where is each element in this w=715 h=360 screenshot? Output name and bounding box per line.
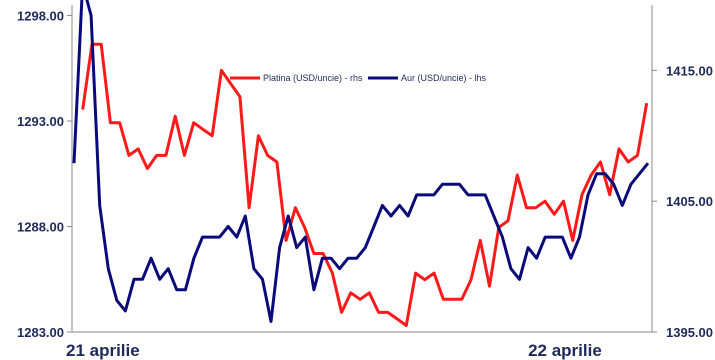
x-tick-label: 22 aprilie xyxy=(528,341,602,360)
right-tick-label: 1415.00 xyxy=(666,63,713,78)
series-line-0 xyxy=(81,42,649,327)
legend-label-0: Platina (USD/uncie) - rhs xyxy=(263,73,363,83)
series-line-1 xyxy=(72,0,650,323)
legend-label-1: Aur (USD/uncie) - lhs xyxy=(401,73,487,83)
right-tick-label: 1405.00 xyxy=(666,194,713,209)
legend: Platina (USD/uncie) - rhs Aur (USD/uncie)… xyxy=(230,73,487,83)
axes-group xyxy=(67,5,657,333)
left-tick-label: 1283.00 xyxy=(17,325,64,340)
right-tick-label: 1395.00 xyxy=(666,325,713,340)
tick-labels-group: 1283.00 1288.00 1293.00 1298.00 1395.00 1405.… xyxy=(17,9,713,360)
left-tick-label: 1288.00 xyxy=(17,220,64,235)
left-tick-label: 1298.00 xyxy=(17,9,64,24)
series-group xyxy=(72,0,650,327)
x-tick-label: 21 aprilie xyxy=(66,341,140,360)
left-tick-label: 1293.00 xyxy=(17,114,64,129)
